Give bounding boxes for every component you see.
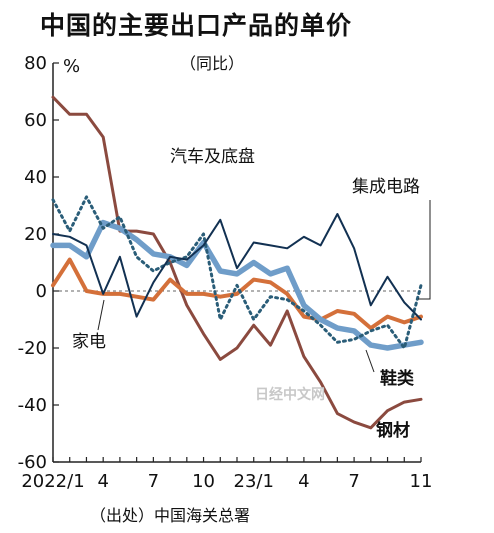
x-tick-label: 4 xyxy=(298,471,309,492)
y-unit-label: % xyxy=(63,56,80,77)
series-label-3: 鞋类 xyxy=(380,368,415,389)
y-tick-label: -20 xyxy=(18,338,47,359)
leader-line-appliance xyxy=(97,299,105,331)
x-tick-label: 7 xyxy=(148,471,159,492)
chart-subtitle: （同比） xyxy=(180,54,245,73)
x-tick-label: 4 xyxy=(97,471,108,492)
x-tick-label: 2022/1 xyxy=(21,471,84,492)
x-tick-label: 10 xyxy=(192,471,215,492)
y-tick-label: -60 xyxy=(18,452,47,473)
leader-line-ic xyxy=(418,200,431,300)
x-tick-label: 11 xyxy=(410,471,433,492)
leader-line-shoes xyxy=(365,349,375,373)
series-label-0: 钢材 xyxy=(376,420,410,441)
y-tick-label: 60 xyxy=(24,110,47,131)
y-tick-label: 40 xyxy=(24,167,47,188)
x-tick-label: 7 xyxy=(348,471,359,492)
series-label-4: 家电 xyxy=(72,332,106,352)
series-line-2 xyxy=(51,195,423,350)
source-note: （出处）中国海关总署 xyxy=(90,506,251,525)
y-tick-label: 80 xyxy=(24,53,47,74)
y-tick-label: 0 xyxy=(36,281,47,302)
y-tick-label: 20 xyxy=(24,224,47,245)
chart-title: 中国的主要出口产品的单价 xyxy=(40,11,353,40)
series-line-0 xyxy=(51,95,423,430)
series-line-1 xyxy=(52,213,422,321)
series-label-2: 集成电路 xyxy=(352,177,420,197)
series-layer xyxy=(50,95,424,430)
series-label-1: 汽车及底盘 xyxy=(170,147,255,167)
y-tick-label: -40 xyxy=(18,395,47,416)
x-tick-label: 23/1 xyxy=(234,471,274,492)
watermark: 日经中文网 xyxy=(255,386,325,403)
series-line-4 xyxy=(51,257,423,331)
